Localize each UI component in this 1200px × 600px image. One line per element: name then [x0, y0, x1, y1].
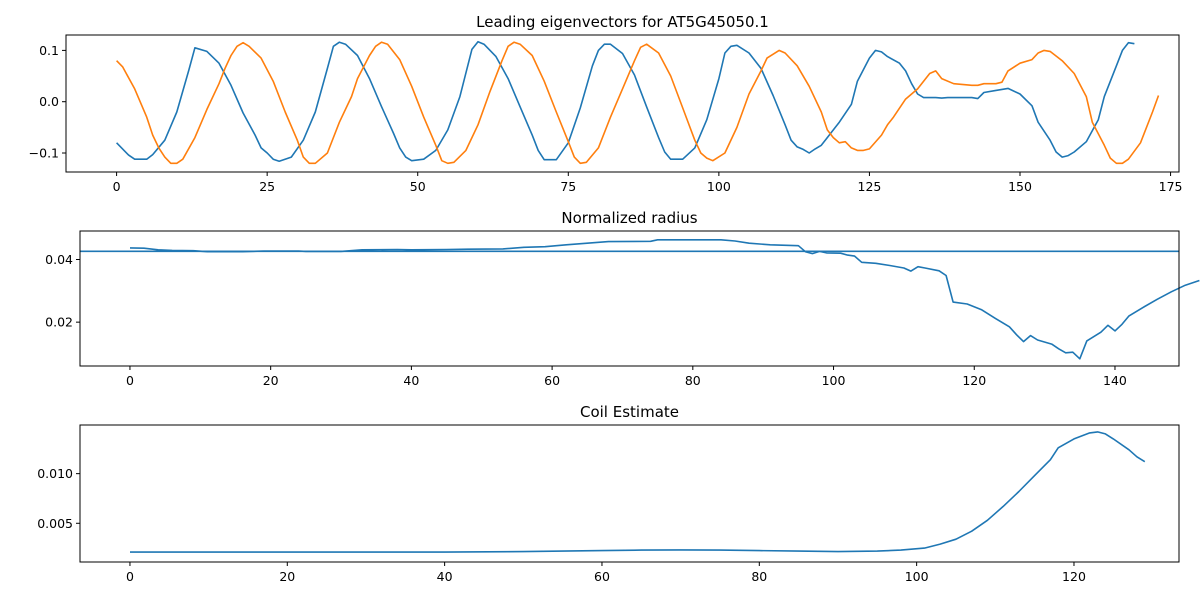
- x-tick-label: 20: [263, 373, 279, 388]
- x-tick-label: 150: [1008, 179, 1032, 194]
- x-tick-label: 75: [560, 179, 576, 194]
- subplot-3: 0 20 40 60 80 100 120 0.005 0.010 Coil Estimate: [37, 403, 1180, 584]
- x-tick-label: 0: [113, 179, 121, 194]
- x-tick-label: 120: [962, 373, 986, 388]
- series-line-1: [129, 239, 1200, 360]
- series-line-1: [130, 431, 1146, 553]
- y-tick-label: 0.0: [39, 94, 59, 109]
- x-tick-label: 100: [707, 179, 731, 194]
- x-tick-label: 125: [858, 179, 882, 194]
- plot-frame: [79, 424, 1180, 563]
- subplot-2: 0 20 40 60 80 100 120 140 0.02 0.04 Normalized rad…: [45, 209, 1200, 388]
- plot-frame: [65, 34, 1180, 173]
- x-tick-label: 100: [822, 373, 846, 388]
- chart-title: Coil Estimate: [580, 403, 679, 421]
- y-tick-label: −0.1: [29, 146, 59, 161]
- x-tick-label: 50: [410, 179, 426, 194]
- x-tick-label: 100: [905, 569, 929, 584]
- x-tick-label: 140: [1103, 373, 1127, 388]
- series-line-2: [116, 41, 1160, 165]
- x-tick-label: 60: [594, 569, 610, 584]
- x-tick-label: 120: [1062, 569, 1086, 584]
- x-tick-label: 60: [544, 373, 560, 388]
- x-tick-label: 80: [685, 373, 701, 388]
- subplot-1: 0 25 50 75 100 125 150 175 −0.1 0.0 0.1 Leading eig…: [29, 13, 1183, 194]
- chart-title: Leading eigenvectors for AT5G45050.1: [476, 13, 769, 31]
- x-tick-label: 40: [403, 373, 419, 388]
- x-tick-label: 40: [437, 569, 453, 584]
- y-tick-label: 0.02: [45, 315, 73, 330]
- x-tick-label: 80: [751, 569, 767, 584]
- chart-title: Normalized radius: [561, 209, 697, 227]
- x-tick-label: 25: [259, 179, 275, 194]
- x-tick-label: 20: [279, 569, 295, 584]
- x-tick-label: 175: [1159, 179, 1183, 194]
- x-tick-label: 0: [126, 373, 134, 388]
- y-tick-label: 0.04: [45, 252, 73, 267]
- y-tick-label: 0.1: [39, 43, 59, 58]
- series-line-1: [116, 40, 1135, 162]
- plot-frame: [79, 230, 1180, 367]
- y-tick-label: 0.005: [37, 516, 73, 531]
- y-tick-label: 0.010: [37, 466, 73, 481]
- x-tick-label: 0: [126, 569, 134, 584]
